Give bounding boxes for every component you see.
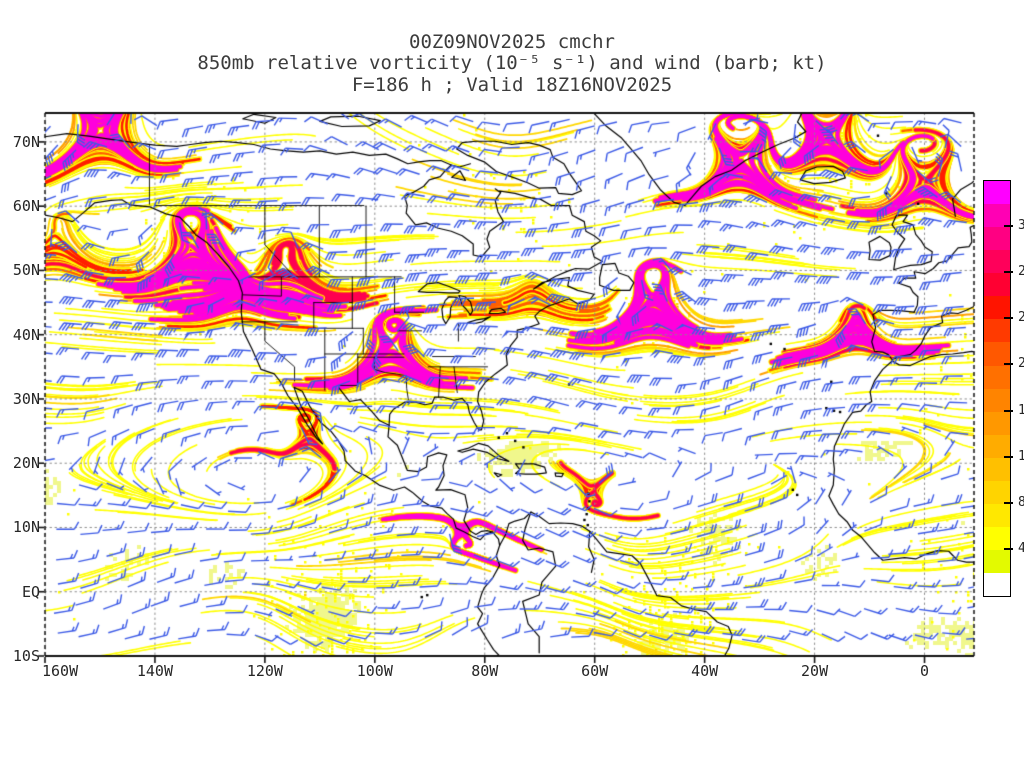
lat-tick-label: 30N <box>12 389 40 408</box>
colorbar-segment <box>984 273 1010 297</box>
colorbar-tick <box>1004 271 1013 274</box>
lat-tick-label: 10N <box>12 518 40 537</box>
colorbar-tick <box>1004 501 1013 504</box>
lon-tick-label: 40W <box>691 662 719 680</box>
colorbar-segment <box>984 503 1010 527</box>
colorbar-segment <box>984 296 1010 320</box>
colorbar-segment <box>984 526 1010 550</box>
valid-title: F=186 h ; Valid 18Z16NOV2025 <box>351 74 673 96</box>
lat-tick-label: 10S <box>12 647 40 665</box>
colorbar-segment <box>984 250 1010 274</box>
colorbar-segment <box>984 227 1010 251</box>
lat-tick-label: 40N <box>12 325 40 344</box>
lat-tick-label: 50N <box>12 261 40 280</box>
colorbar-tick-label: 20 <box>1018 356 1024 372</box>
lon-tick-label: 0 <box>920 662 930 680</box>
colorbar-segment <box>984 434 1010 458</box>
colorbar-segment <box>984 573 1010 597</box>
lat-tick-label: EQ <box>21 582 40 601</box>
colorbar-tick-label: 24 <box>1018 310 1024 326</box>
lon-tick-label: 20W <box>801 662 829 680</box>
lon-tick-label: 120W <box>246 662 283 680</box>
lon-tick-label: 60W <box>581 662 609 680</box>
colorbar-segment <box>984 388 1010 412</box>
colorbar-segment <box>984 204 1010 228</box>
lat-tick-label: 20N <box>12 454 40 473</box>
colorbar-tick-label: 16 <box>1018 402 1024 418</box>
colorbar-tick-label: 28 <box>1018 264 1024 280</box>
colorbar-tick-label: 32 <box>1018 218 1024 234</box>
colorbar-segment <box>984 550 1010 574</box>
lon-tick-label: 80W <box>471 662 499 680</box>
lat-tick-label: 70N <box>12 132 40 151</box>
colorbar-tick <box>1004 363 1013 366</box>
colorbar-tick <box>1004 317 1013 320</box>
colorbar-segment <box>984 365 1010 389</box>
lon-tick-label: 100W <box>356 662 393 680</box>
lon-tick-label: 140W <box>136 662 173 680</box>
colorbar-segment <box>984 480 1010 504</box>
colorbar-segment <box>984 181 1010 205</box>
colorbar-tick-label: 4 <box>1018 540 1024 556</box>
colorbar-tick <box>1004 409 1013 412</box>
lon-tick-label: 160W <box>42 662 79 680</box>
colorbar-segment <box>984 411 1010 435</box>
colorbar-tick-label: 12 <box>1018 448 1024 464</box>
lat-tick-label: 60N <box>12 197 40 216</box>
colorbar-tick <box>1004 455 1013 458</box>
colorbar-segment <box>984 342 1010 366</box>
colorbar-tick <box>1004 225 1013 228</box>
field-title: 850mb relative vorticity (10⁻⁵ s⁻¹) and … <box>197 52 827 74</box>
colorbar-tick <box>1004 547 1013 550</box>
colorbar-tick-label: 8 <box>1018 494 1024 510</box>
colorbar-segment <box>984 319 1010 343</box>
colorbar-segment <box>984 457 1010 481</box>
run-title: 00Z09NOV2025 cmchr <box>409 31 615 53</box>
colorbar <box>983 180 1011 597</box>
